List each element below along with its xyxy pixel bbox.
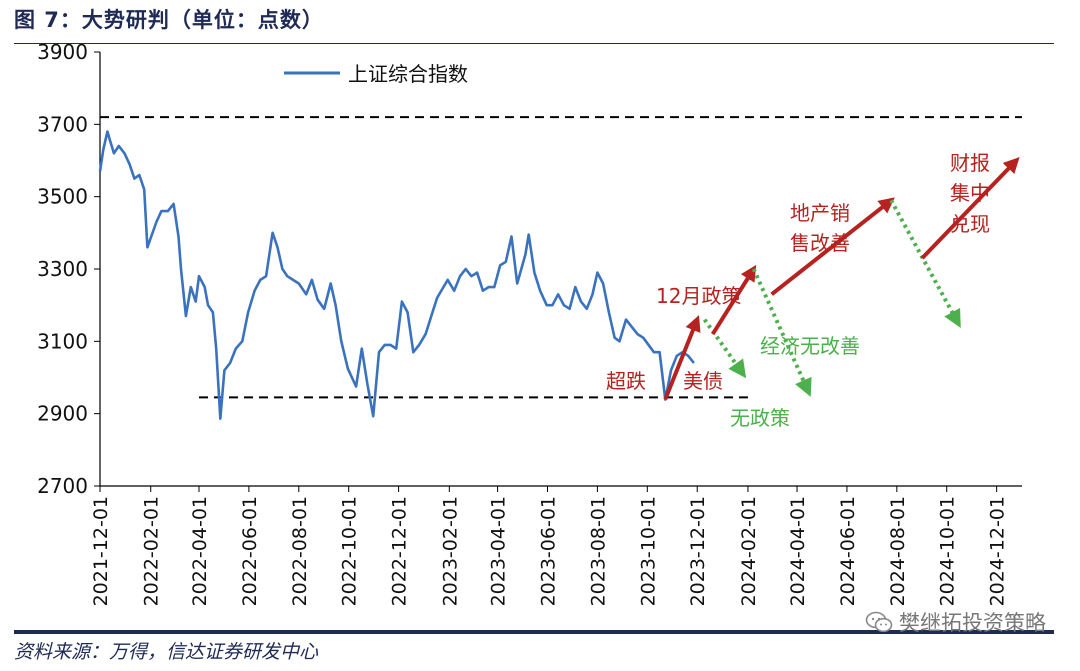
figure-title: 图 7：大势研判（单位：点数）	[14, 8, 324, 32]
series-line-shanghai-composite	[98, 130, 695, 421]
label-property-sales-1: 地产销	[790, 201, 850, 225]
x-tick-label: 2023-08-01	[587, 496, 609, 606]
label-property-sales-2: 售改善	[790, 231, 850, 255]
y-tick-label: 3500	[37, 185, 88, 209]
title-rule	[14, 43, 1054, 44]
label-economy-no-improvement: 经济无改善	[760, 334, 860, 358]
down-arrow-3	[751, 268, 812, 397]
series-layer	[98, 130, 695, 421]
up-arrow-0	[663, 315, 701, 400]
up-arrow-4	[770, 197, 895, 296]
x-tick-label: 2024-04-01	[787, 496, 809, 606]
source-note: 资料来源：万得，信达证券研发中心	[14, 641, 319, 663]
y-tick-label: 3300	[37, 257, 88, 281]
source-rule	[14, 630, 1054, 634]
up-arrow-2	[711, 264, 757, 336]
x-tick-label: 2024-10-01	[937, 496, 959, 606]
y-tick-label: 3100	[37, 329, 88, 353]
down-arrow-1	[702, 318, 747, 379]
up-arrow-6	[920, 157, 1020, 260]
x-tick-label: 2024-12-01	[987, 496, 1009, 606]
x-tick-label: 2022-08-01	[289, 496, 311, 606]
x-tick-label: 2022-02-01	[141, 496, 163, 606]
watermark-text: 樊继拓投资策略	[899, 611, 1046, 635]
y-tick-label: 2700	[37, 474, 88, 498]
label-december-policy: 12月政策	[656, 284, 741, 308]
label-earnings-3: 兑现	[950, 212, 990, 236]
x-tick-label: 2023-04-01	[488, 496, 510, 606]
x-tick-label: 2023-02-01	[439, 496, 461, 606]
x-tick-label: 2023-10-01	[637, 496, 659, 606]
x-tick-label: 2022-04-01	[189, 496, 211, 606]
x-tick-label: 2021-12-01	[90, 496, 112, 606]
x-tick-label: 2024-08-01	[887, 496, 909, 606]
forecast-arrows	[663, 157, 1020, 400]
watermark: 樊继拓投资策略	[865, 607, 1046, 637]
index-trend-chart: 2700 2900 3100 3300 3500 3700 3900 2021-12-01 20…	[37, 40, 1022, 606]
x-tick-label: 2023-06-01	[538, 496, 560, 606]
label-no-policy: 无政策	[730, 406, 790, 430]
down-arrow-5	[889, 199, 961, 328]
x-tick-label: 2022-06-01	[239, 496, 261, 606]
y-tick-label: 2900	[37, 402, 88, 426]
axes: 2700 2900 3100 3300 3500 3700 3900 2021-12-01 20…	[37, 40, 1022, 606]
y-tick-label: 3900	[37, 40, 88, 64]
x-tick-label: 2022-10-01	[339, 496, 361, 606]
label-us-treasury: 美债	[683, 369, 723, 393]
x-tick-label: 2022-12-01	[389, 496, 411, 606]
label-earnings-1: 财报	[950, 151, 990, 175]
wechat-icon	[865, 611, 893, 633]
x-tick-label: 2024-06-01	[837, 496, 859, 606]
annotation-labels: 超跌 美债 12月政策 无政策 经济无改善 地产销 售改善 财报 集中 兑现	[606, 151, 990, 430]
y-tick-label: 3700	[37, 112, 88, 136]
reference-lines	[100, 116, 1022, 399]
legend: 上证综合指数	[284, 62, 468, 86]
label-earnings-2: 集中	[950, 181, 990, 205]
label-oversold: 超跌	[606, 369, 646, 393]
x-tick-label: 2023-12-01	[687, 496, 709, 606]
x-tick-label: 2024-02-01	[738, 496, 760, 606]
legend-label: 上证综合指数	[348, 62, 468, 86]
